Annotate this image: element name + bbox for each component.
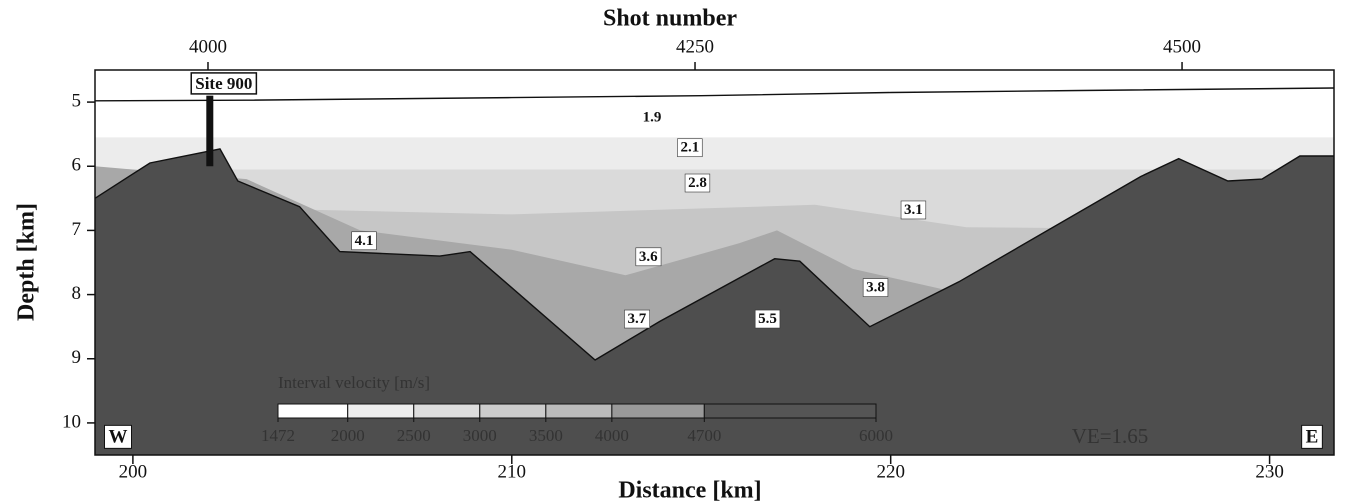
colorbar-tick-label: 6000	[859, 426, 893, 445]
y-tick-label: 10	[62, 411, 81, 432]
plot-frame	[94, 69, 1335, 456]
colorbar-segment	[611, 403, 705, 419]
x-tick-label: 200	[119, 461, 148, 482]
x-tick-label: 210	[498, 461, 527, 482]
velocity-label: 3.1	[904, 202, 923, 218]
site-marker	[206, 95, 214, 167]
label-box	[684, 173, 711, 193]
colorbar-tick-label: 3500	[529, 426, 563, 445]
top-axis-title: Shot number	[603, 6, 737, 32]
x2-tick-label: 4500	[1163, 36, 1201, 57]
label-box	[677, 138, 703, 158]
label-box	[754, 309, 781, 329]
west-label-box	[104, 424, 132, 449]
x-tick-label: 220	[876, 461, 905, 482]
colorbar-tick-label: 2500	[397, 426, 431, 445]
y-axis-title: Depth [km]	[14, 203, 40, 321]
velocity-label: 2.8	[688, 175, 707, 191]
colorbar-tick-label: 3000	[463, 426, 497, 445]
velocity-label: 2.1	[680, 140, 699, 156]
layer-boundary	[94, 148, 1334, 361]
site-label: Site 900	[195, 74, 252, 93]
velocity-label: 4.1	[355, 233, 374, 249]
plot-area	[94, 87, 1335, 456]
x-axis-title: Distance [km]	[618, 478, 761, 504]
y-tick-label: 6	[72, 155, 82, 176]
y-tick-label: 5	[72, 90, 82, 111]
colorbar-tick-label: 2000	[331, 426, 365, 445]
colorbar-segment	[703, 403, 877, 419]
west-label: W	[109, 426, 128, 447]
label-box	[351, 231, 377, 251]
ve-label: VE=1.65	[1072, 424, 1149, 448]
colorbar-segment	[347, 403, 415, 419]
label-box	[862, 278, 889, 297]
east-label: E	[1306, 426, 1319, 447]
layer	[95, 148, 1334, 455]
velocity-label: 3.8	[866, 280, 885, 296]
colorbar-segment	[413, 403, 481, 419]
velocity-label: 1.9	[643, 110, 662, 126]
site-label-box	[190, 72, 258, 95]
x-tick-label: 230	[1255, 461, 1284, 482]
label-box	[900, 200, 927, 220]
velocity-label: 3.6	[639, 249, 658, 265]
east-label-box	[1301, 424, 1323, 449]
colorbar-segment	[545, 403, 613, 419]
label-box	[624, 309, 651, 329]
colorbar-tick-label: 4700	[687, 426, 721, 445]
y-tick-label: 8	[72, 283, 82, 304]
colorbar-segment	[277, 403, 349, 419]
label-box	[635, 247, 662, 267]
colorbar-tick-label: 1472	[261, 426, 295, 445]
colorbar-segment	[479, 403, 547, 419]
x2-tick-label: 4000	[189, 36, 227, 57]
colorbar-title: Interval velocity [m/s]	[278, 373, 430, 392]
velocity-label: 5.5	[758, 311, 777, 327]
x2-tick-label: 4250	[676, 36, 714, 57]
y-tick-label: 9	[72, 347, 82, 368]
layer-boundary	[94, 87, 1335, 102]
velocity-label: 3.7	[627, 311, 646, 327]
colorbar-tick-label: 4000	[595, 426, 629, 445]
y-tick-label: 7	[72, 219, 82, 240]
